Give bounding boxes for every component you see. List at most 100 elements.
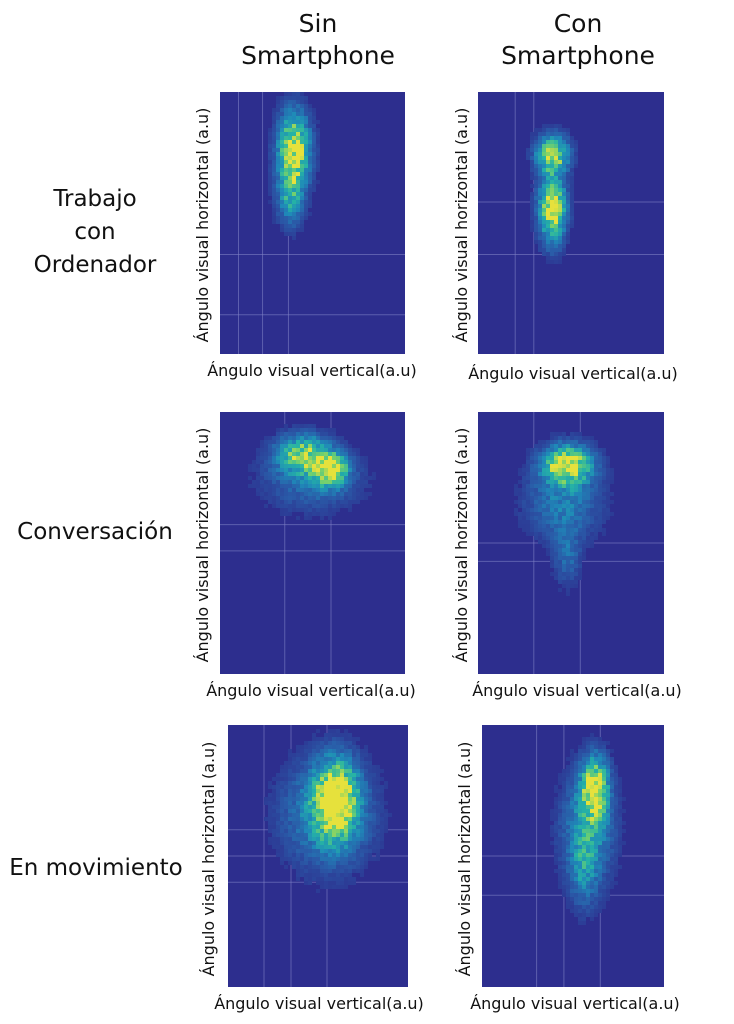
heatmap-cell — [356, 793, 360, 797]
heatmap-cell — [308, 769, 312, 773]
heatmap-cell — [316, 869, 320, 873]
heatmap-cell — [610, 500, 614, 504]
heatmap-cell — [312, 140, 316, 144]
heatmap-cell — [344, 849, 348, 853]
heatmap-cell — [300, 432, 304, 436]
heatmap-cell — [586, 512, 590, 516]
heatmap-cell — [288, 432, 292, 436]
heatmap-cell — [328, 869, 332, 873]
heatmap-cell — [304, 821, 308, 825]
heatmap-cell — [344, 484, 348, 488]
heatmap-cell — [268, 160, 272, 164]
heatmap-cell — [300, 873, 304, 877]
heatmap-cell — [296, 869, 300, 873]
heatmap-cell — [558, 132, 562, 136]
x-axis-label: Ángulo visual vertical(a.u) — [470, 994, 680, 1013]
heatmap-cell — [554, 124, 558, 128]
heatmap-cell — [332, 468, 336, 472]
heatmap-cell — [344, 476, 348, 480]
heatmap-cell — [268, 821, 272, 825]
heatmap-cell — [336, 861, 340, 865]
heatmap-cell — [550, 432, 554, 436]
heatmap-cell — [284, 845, 288, 849]
heatmap-cell — [332, 488, 336, 492]
heatmap-cell — [558, 885, 562, 889]
heatmap-cell — [534, 240, 538, 244]
heatmap-cell — [280, 212, 284, 216]
heatmap-cell — [300, 829, 304, 833]
heatmap-cell — [578, 753, 582, 757]
heatmap-cell — [566, 829, 570, 833]
heatmap-cell — [340, 877, 344, 881]
heatmap-cell — [530, 456, 534, 460]
heatmap-cell — [340, 488, 344, 492]
heatmap-cell — [574, 476, 578, 480]
heatmap-cell — [562, 769, 566, 773]
heatmap-cell — [288, 785, 292, 789]
heatmap-cell — [296, 757, 300, 761]
heatmap-cell — [522, 484, 526, 488]
heatmap-cell — [276, 793, 280, 797]
heatmap-cell — [276, 829, 280, 833]
heatmap-cell — [594, 765, 598, 769]
heatmap-cell — [578, 749, 582, 753]
heatmap-cell — [570, 180, 574, 184]
heatmap-cell — [360, 773, 364, 777]
heatmap-cell — [554, 140, 558, 144]
heatmap-cell — [570, 785, 574, 789]
heatmap-cell — [368, 809, 372, 813]
heatmap-cell — [288, 797, 292, 801]
heatmap-cell — [614, 789, 618, 793]
heatmap-cell — [522, 524, 526, 528]
heatmap-cell — [590, 488, 594, 492]
heatmap-cell — [562, 240, 566, 244]
heatmap-cell — [534, 216, 538, 220]
heatmap-cell — [280, 813, 284, 817]
heatmap-cell — [586, 757, 590, 761]
heatmap-cell — [364, 793, 368, 797]
heatmap-cell — [300, 853, 304, 857]
heatmap-cell — [336, 833, 340, 837]
heatmap-cell — [332, 761, 336, 765]
heatmap-cell — [534, 524, 538, 528]
heatmap-cell — [542, 212, 546, 216]
heatmap-cell — [546, 164, 550, 168]
heatmap-cell — [570, 849, 574, 853]
heatmap-cell — [316, 773, 320, 777]
heatmap-cell — [590, 821, 594, 825]
heatmap-cell — [304, 769, 308, 773]
heatmap-cell — [304, 789, 308, 793]
heatmap-cell — [590, 520, 594, 524]
heatmap-cell — [546, 512, 550, 516]
heatmap-cell — [360, 865, 364, 869]
heatmap-cell — [538, 536, 542, 540]
heatmap-cell — [312, 164, 316, 168]
heatmap-cell — [602, 857, 606, 861]
heatmap-cell — [312, 440, 316, 444]
heatmap-cell — [340, 761, 344, 765]
heatmap-cell — [554, 833, 558, 837]
heatmap-cell — [276, 176, 280, 180]
heatmap-cell — [566, 853, 570, 857]
heatmap-cell — [558, 520, 562, 524]
heatmap-cell — [284, 496, 288, 500]
heatmap-cell — [598, 889, 602, 893]
heatmap-cell — [602, 869, 606, 873]
heatmap-cell — [574, 885, 578, 889]
heatmap-cell — [360, 749, 364, 753]
heatmap-cell — [340, 881, 344, 885]
heatmap-cell — [562, 889, 566, 893]
heatmap-cell — [526, 532, 530, 536]
heatmap-cell — [574, 769, 578, 773]
heatmap-cell — [368, 761, 372, 765]
heatmap-cell — [578, 512, 582, 516]
heatmap-cell — [550, 460, 554, 464]
heatmap-cell — [336, 452, 340, 456]
heatmap-cell — [538, 512, 542, 516]
heatmap-cell — [312, 753, 316, 757]
heatmap-cell — [558, 464, 562, 468]
heatmap-cell — [522, 528, 526, 532]
heatmap-cell — [356, 789, 360, 793]
heatmap-cell — [312, 841, 316, 845]
heatmap-cell — [582, 524, 586, 528]
